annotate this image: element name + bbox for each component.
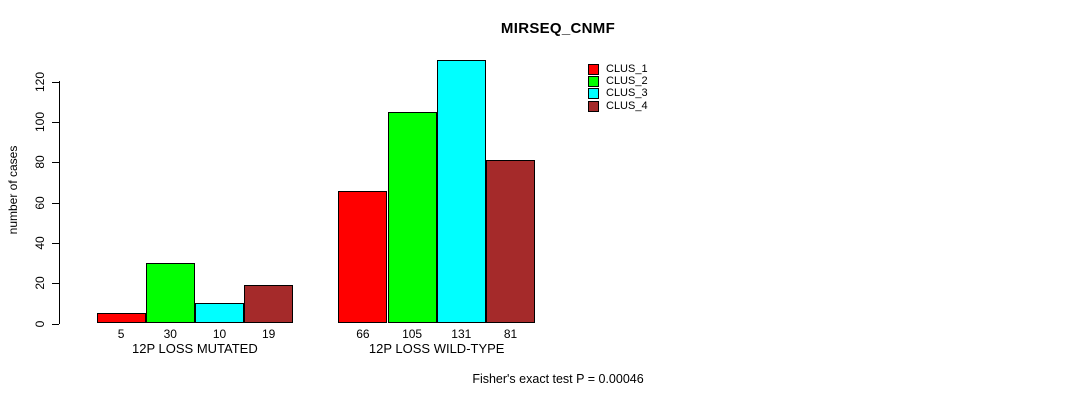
legend-item: CLUS_3 [588, 87, 648, 100]
y-tick-label: 60 [33, 196, 47, 210]
bar-clus_2 [145, 263, 195, 324]
bar-value-label: 30 [163, 327, 177, 341]
y-tick-mark [52, 122, 59, 124]
y-tick-label: 100 [33, 112, 47, 133]
bar-value-label: 5 [117, 327, 125, 341]
bar-clus_3 [194, 303, 245, 324]
legend-label: CLUS_1 [606, 62, 648, 75]
bar-clus_2 [387, 112, 437, 324]
legend-label: CLUS_2 [606, 75, 648, 88]
bar-clus_1 [338, 190, 388, 324]
legend-item: CLUS_4 [588, 99, 648, 112]
y-tick-mark [52, 323, 59, 325]
category-label: 12P LOSS MUTATED [132, 341, 258, 356]
bar-value-label: 105 [402, 327, 423, 341]
category-label: 12P LOSS WILD-TYPE [368, 341, 505, 356]
bar-clus_3 [436, 59, 486, 324]
bar-value-label: 66 [356, 327, 370, 341]
bar-value-label: 10 [212, 327, 227, 341]
y-tick-label: 0 [33, 320, 47, 327]
bar-value-label: 19 [262, 327, 276, 341]
legend-item: CLUS_2 [588, 75, 648, 88]
y-axis-line [59, 81, 60, 324]
chart-title: MIRSEQ_CNMF [500, 20, 616, 37]
y-tick-mark [52, 81, 59, 83]
y-tick-label: 80 [33, 155, 47, 170]
legend-swatch [588, 88, 599, 100]
legend-swatch [588, 63, 599, 75]
legend-swatch [588, 76, 599, 88]
bar-clus_4 [244, 285, 294, 324]
bar-value-label: 131 [451, 327, 472, 341]
y-tick-mark [52, 202, 59, 204]
y-tick-mark [52, 162, 59, 164]
bar-value-label: 81 [503, 327, 518, 341]
y-tick-label: 20 [33, 276, 47, 290]
legend: CLUS_1 CLUS_2 CLUS_3 CLUS_4 [588, 62, 648, 112]
legend-label: CLUS_4 [606, 99, 648, 112]
y-tick-label: 120 [33, 71, 47, 92]
legend-swatch [588, 100, 599, 112]
legend-label: CLUS_3 [606, 87, 648, 100]
bar-clus_1 [96, 313, 146, 324]
y-tick-mark [52, 283, 59, 285]
y-tick-label: 40 [33, 236, 47, 250]
y-axis-title: number of cases [6, 145, 20, 235]
legend-item: CLUS_1 [588, 62, 648, 75]
y-tick-mark [52, 242, 59, 244]
bar-clus_4 [485, 160, 536, 324]
stat-test-label: Fisher's exact test P = 0.00046 [472, 372, 644, 386]
